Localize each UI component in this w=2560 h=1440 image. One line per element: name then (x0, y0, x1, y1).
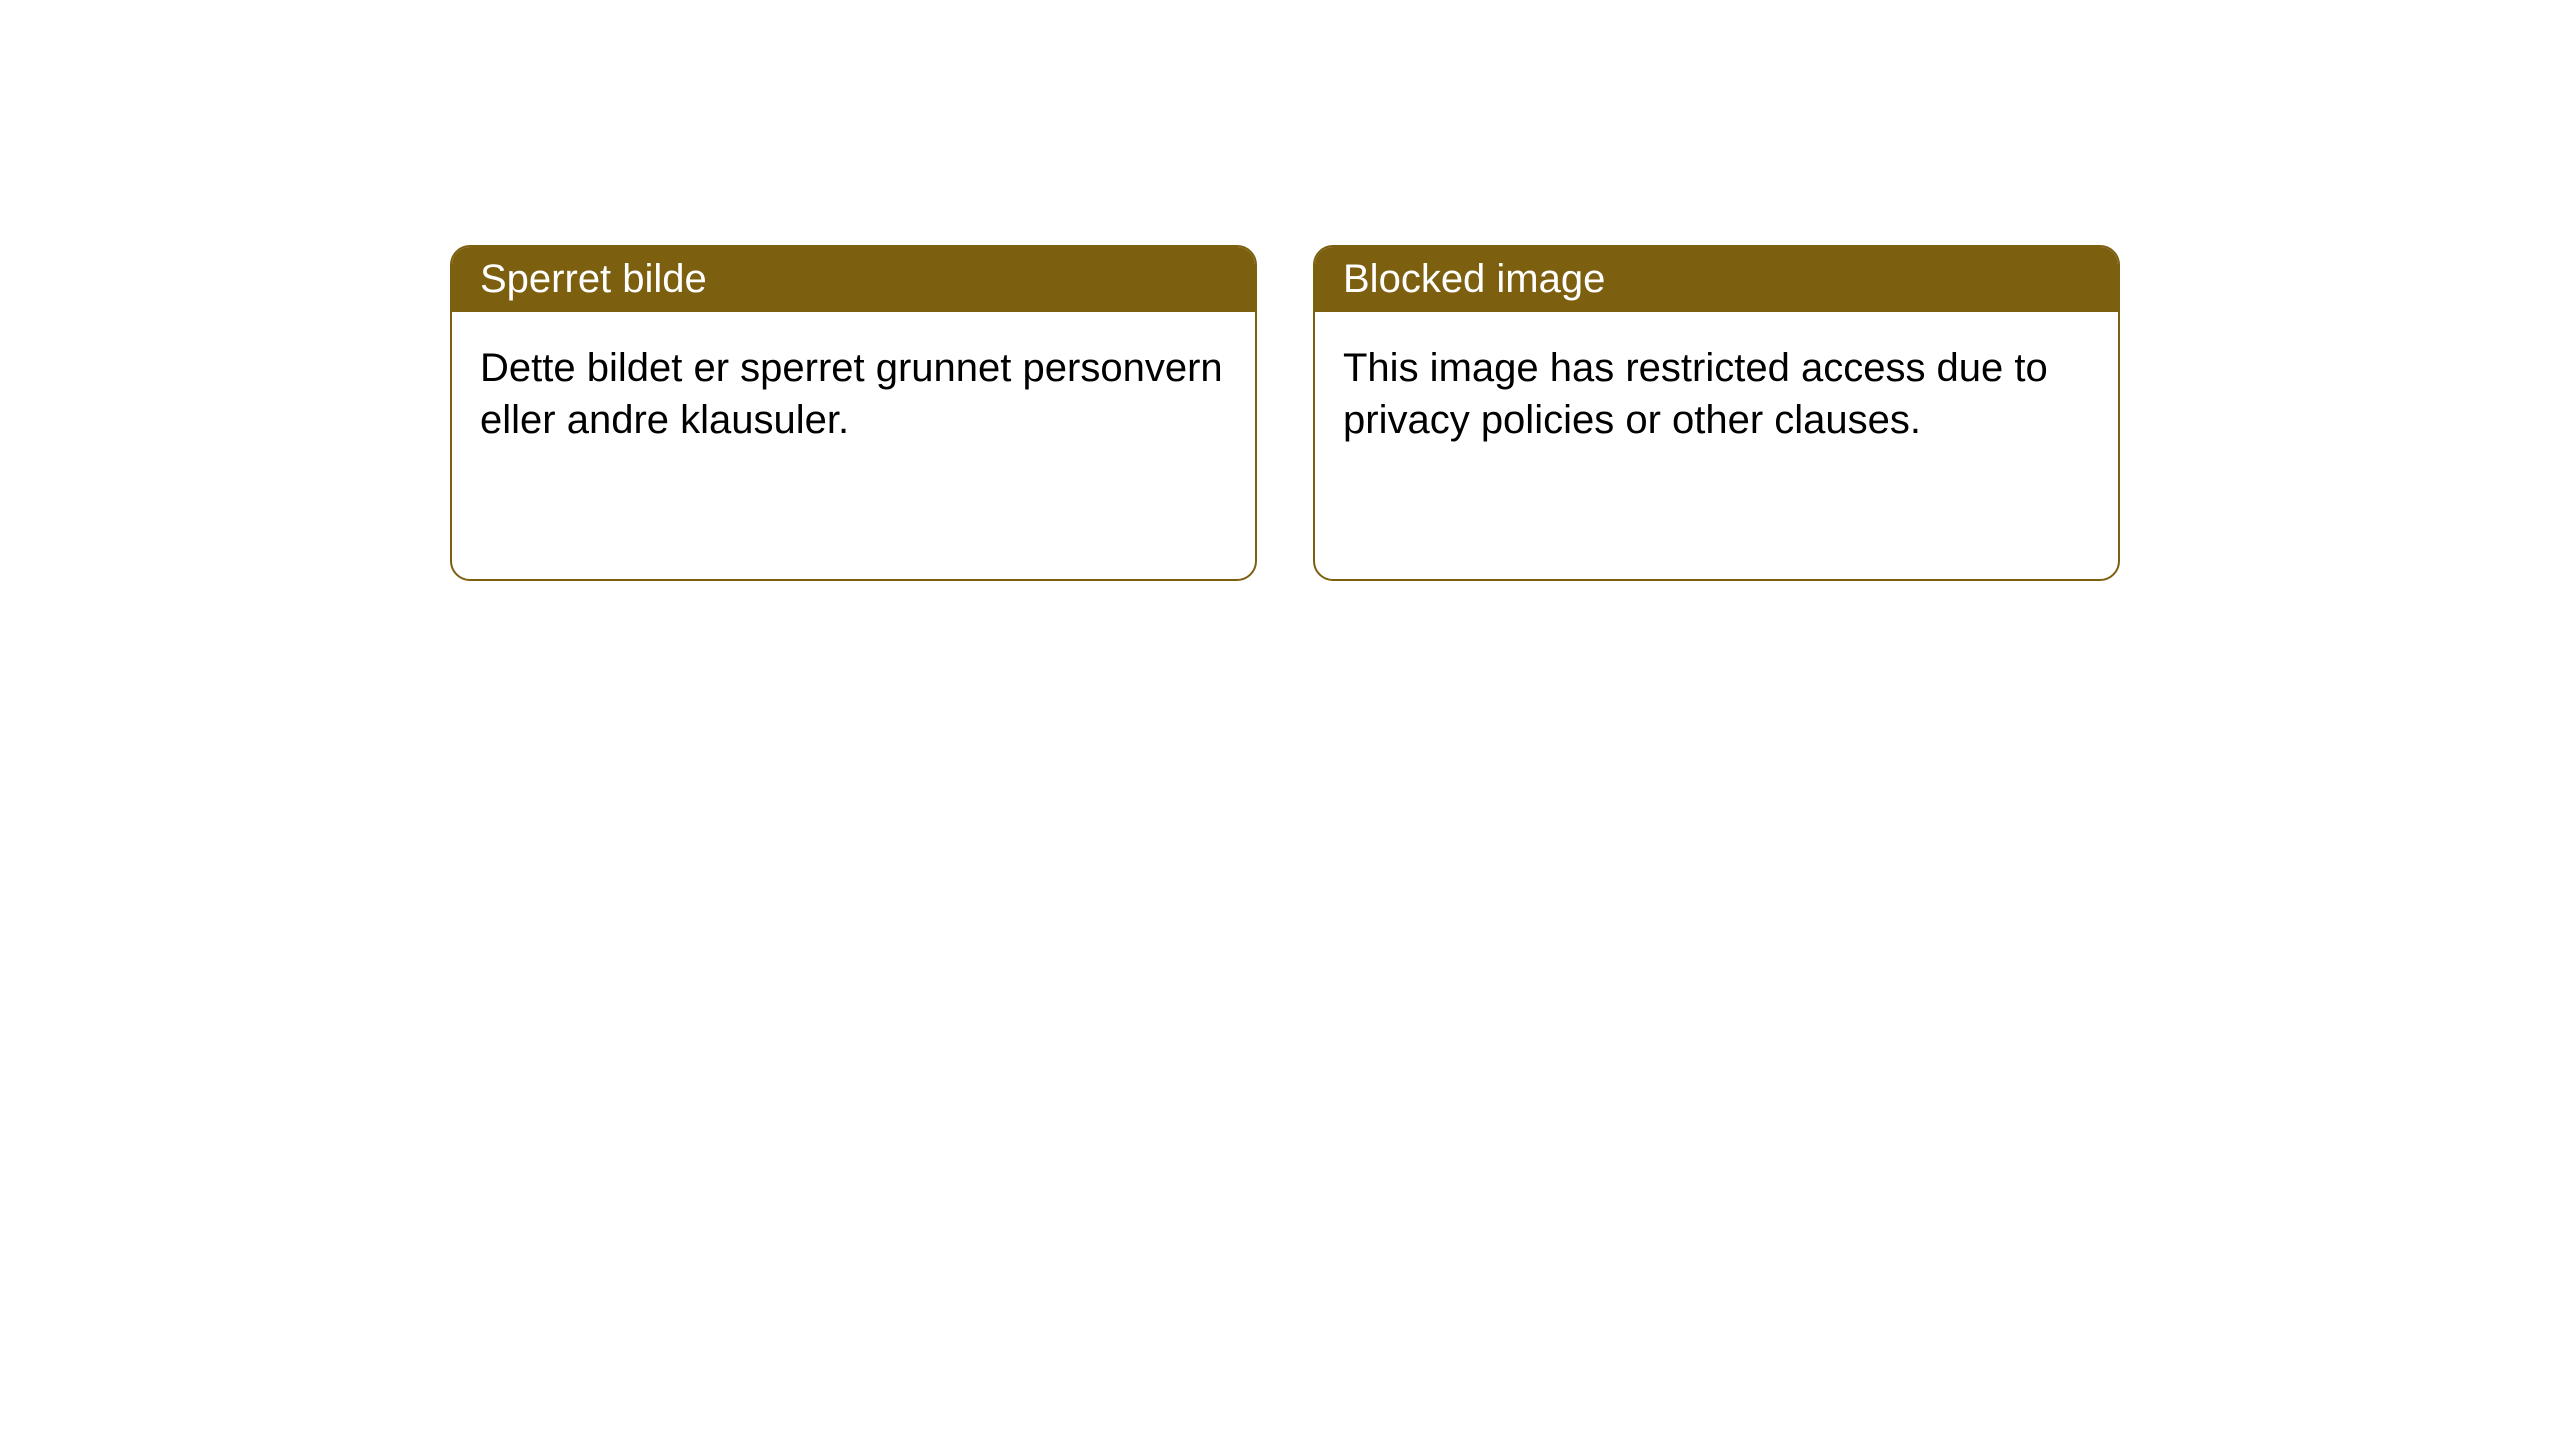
card-header: Blocked image (1315, 247, 2118, 312)
card-body-text: This image has restricted access due to … (1343, 346, 2048, 442)
card-header-text: Sperret bilde (480, 257, 707, 301)
card-body: This image has restricted access due to … (1315, 312, 2118, 476)
notice-cards-container: Sperret bilde Dette bildet er sperret gr… (450, 245, 2120, 581)
card-header-text: Blocked image (1343, 257, 1605, 301)
card-body: Dette bildet er sperret grunnet personve… (452, 312, 1255, 476)
card-header: Sperret bilde (452, 247, 1255, 312)
notice-card-english: Blocked image This image has restricted … (1313, 245, 2120, 581)
notice-card-norwegian: Sperret bilde Dette bildet er sperret gr… (450, 245, 1257, 581)
card-body-text: Dette bildet er sperret grunnet personve… (480, 346, 1223, 442)
